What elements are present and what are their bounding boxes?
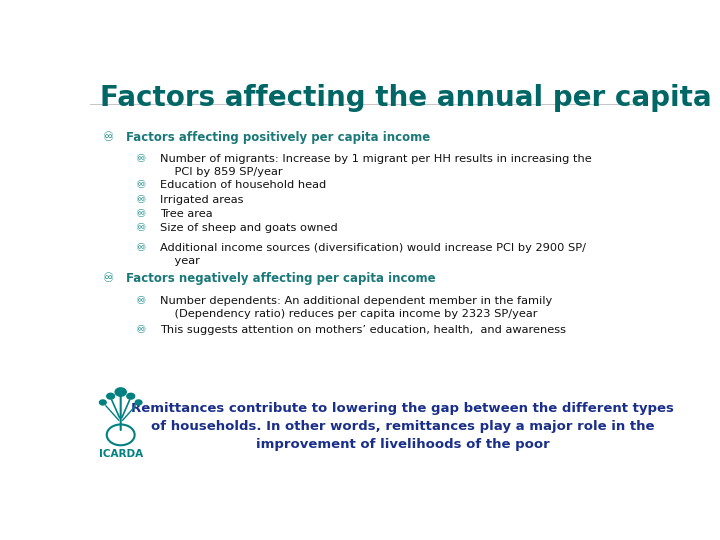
Text: This suggests attention on mothers’ education, health,  and awareness: This suggests attention on mothers’ educ… — [160, 325, 566, 335]
Text: ♾: ♾ — [136, 325, 147, 335]
Text: Number dependents: An additional dependent member in the family
    (Dependency : Number dependents: An additional depende… — [160, 296, 552, 319]
Circle shape — [135, 400, 142, 405]
Circle shape — [127, 393, 135, 399]
Text: ♾: ♾ — [136, 154, 147, 164]
Text: Factors negatively affecting per capita income: Factors negatively affecting per capita … — [126, 272, 436, 285]
Circle shape — [99, 400, 106, 405]
Text: ♾: ♾ — [136, 223, 147, 233]
Text: Factors affecting positively per capita income: Factors affecting positively per capita … — [126, 131, 431, 144]
Text: ♾: ♾ — [136, 194, 147, 205]
Circle shape — [115, 388, 126, 396]
Text: Additional income sources (diversification) would increase PCI by 2900 SP/
    y: Additional income sources (diversificati… — [160, 243, 586, 266]
Text: Tree area: Tree area — [160, 208, 212, 219]
Text: Irrigated areas: Irrigated areas — [160, 194, 243, 205]
Text: ICARDA: ICARDA — [99, 449, 143, 460]
Text: Number of migrants: Increase by 1 migrant per HH results in increasing the
    P: Number of migrants: Increase by 1 migran… — [160, 154, 592, 177]
Text: ♾: ♾ — [103, 272, 114, 285]
Text: ♾: ♾ — [136, 296, 147, 306]
Text: ♾: ♾ — [136, 243, 147, 253]
Text: Factors affecting the annual per capita income: Factors affecting the annual per capita … — [100, 84, 720, 112]
Text: Size of sheep and goats owned: Size of sheep and goats owned — [160, 223, 338, 233]
Text: Education of household head: Education of household head — [160, 180, 326, 191]
Text: ♾: ♾ — [136, 180, 147, 191]
Circle shape — [107, 393, 114, 399]
Text: Remittances contribute to lowering the gap between the different types
of househ: Remittances contribute to lowering the g… — [131, 402, 674, 451]
Text: ♾: ♾ — [136, 208, 147, 219]
Text: ♾: ♾ — [103, 131, 114, 144]
